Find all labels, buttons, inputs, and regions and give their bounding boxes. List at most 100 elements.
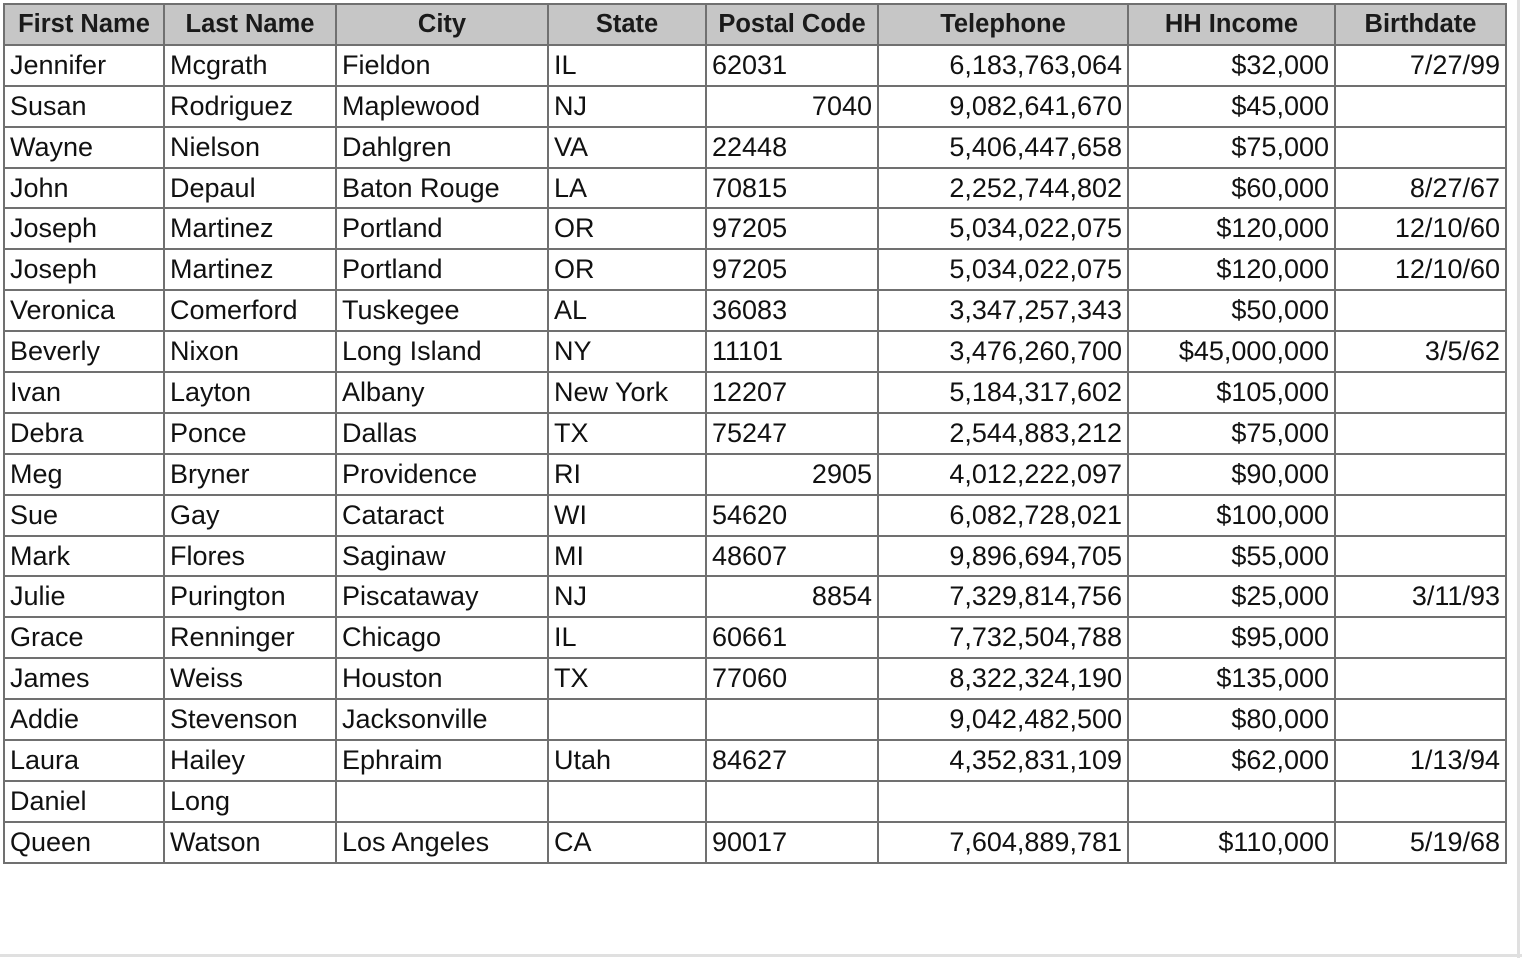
cell-first-name[interactable]: Meg [3,452,165,496]
cell-last-name[interactable]: Long [163,779,337,823]
cell-city[interactable]: Tuskegee [335,289,549,333]
cell-telephone[interactable]: 6,082,728,021 [877,493,1129,537]
cell-hh-income[interactable]: $32,000 [1127,43,1336,87]
cell-telephone[interactable]: 7,604,889,781 [877,820,1129,864]
cell-state[interactable]: New York [547,371,707,414]
cell-postal-code[interactable]: 60661 [705,616,879,660]
cell-hh-income[interactable]: $75,000 [1127,411,1336,455]
cell-first-name[interactable]: Grace [3,616,165,660]
cell-telephone[interactable]: 4,012,222,097 [877,452,1129,496]
cell-telephone[interactable]: 4,352,831,109 [877,739,1129,782]
cell-birthdate[interactable]: 12/10/60 [1334,248,1507,292]
cell-telephone[interactable]: 3,476,260,700 [877,330,1129,374]
cell-last-name[interactable]: Weiss [163,657,337,701]
cell-hh-income[interactable]: $75,000 [1127,125,1336,169]
cell-city[interactable]: Maplewood [335,84,549,128]
cell-last-name[interactable]: Watson [163,820,337,864]
cell-hh-income[interactable]: $95,000 [1127,616,1336,660]
cell-first-name[interactable]: Julie [3,575,165,619]
cell-birthdate[interactable] [1334,289,1507,333]
cell-birthdate[interactable]: 1/13/94 [1334,739,1507,782]
cell-birthdate[interactable]: 7/27/99 [1334,43,1507,87]
cell-state[interactable]: OR [547,207,707,251]
cell-postal-code[interactable]: 8854 [705,575,879,619]
cell-last-name[interactable]: Martinez [163,207,337,251]
cell-last-name[interactable]: Depaul [163,166,337,210]
cell-state[interactable]: NJ [547,84,707,128]
cell-last-name[interactable]: Stevenson [163,698,337,742]
cell-birthdate[interactable] [1334,616,1507,660]
cell-city[interactable]: Cataract [335,493,549,537]
cell-state[interactable]: WI [547,493,707,537]
cell-birthdate[interactable] [1334,125,1507,169]
cell-postal-code[interactable]: 97205 [705,248,879,292]
cell-city[interactable] [335,779,549,823]
cell-state[interactable]: MI [547,534,707,578]
cell-last-name[interactable]: Layton [163,371,337,414]
cell-first-name[interactable]: Debra [3,411,165,455]
cell-birthdate[interactable]: 12/10/60 [1334,207,1507,251]
cell-postal-code[interactable]: 11101 [705,330,879,374]
cell-postal-code[interactable]: 70815 [705,166,879,210]
cell-hh-income[interactable]: $45,000 [1127,84,1336,128]
cell-first-name[interactable]: Ivan [3,371,165,414]
cell-city[interactable]: Los Angeles [335,820,549,864]
cell-birthdate[interactable] [1334,84,1507,128]
cell-last-name[interactable]: Ponce [163,411,337,455]
cell-birthdate[interactable] [1334,493,1507,537]
cell-city[interactable]: Portland [335,207,549,251]
cell-last-name[interactable]: Martinez [163,248,337,292]
cell-state[interactable]: OR [547,248,707,292]
cell-hh-income[interactable]: $90,000 [1127,452,1336,496]
cell-telephone[interactable]: 8,322,324,190 [877,657,1129,701]
cell-birthdate[interactable] [1334,371,1507,414]
cell-hh-income[interactable]: $110,000 [1127,820,1336,864]
column-header-last-name[interactable]: Last Name [163,3,337,46]
column-header-city[interactable]: City [335,3,549,46]
cell-city[interactable]: Houston [335,657,549,701]
cell-last-name[interactable]: Flores [163,534,337,578]
cell-state[interactable]: TX [547,411,707,455]
cell-postal-code[interactable]: 62031 [705,43,879,87]
cell-postal-code[interactable]: 97205 [705,207,879,251]
cell-birthdate[interactable]: 3/11/93 [1334,575,1507,619]
cell-city[interactable]: Albany [335,371,549,414]
cell-postal-code[interactable]: 22448 [705,125,879,169]
cell-state[interactable]: NJ [547,575,707,619]
cell-city[interactable]: Dallas [335,411,549,455]
cell-first-name[interactable]: Jennifer [3,43,165,87]
cell-last-name[interactable]: Comerford [163,289,337,333]
cell-first-name[interactable]: Joseph [3,248,165,292]
cell-birthdate[interactable] [1334,452,1507,496]
cell-first-name[interactable]: Wayne [3,125,165,169]
cell-state[interactable] [547,698,707,742]
cell-city[interactable]: Portland [335,248,549,292]
cell-city[interactable]: Piscataway [335,575,549,619]
cell-first-name[interactable]: Sue [3,493,165,537]
cell-hh-income[interactable]: $55,000 [1127,534,1336,578]
cell-hh-income[interactable]: $62,000 [1127,739,1336,782]
cell-postal-code[interactable]: 2905 [705,452,879,496]
cell-hh-income[interactable] [1127,779,1336,823]
cell-hh-income[interactable]: $105,000 [1127,371,1336,414]
cell-state[interactable]: IL [547,43,707,87]
cell-city[interactable]: Long Island [335,330,549,374]
cell-telephone[interactable]: 2,544,883,212 [877,411,1129,455]
cell-birthdate[interactable] [1334,657,1507,701]
cell-hh-income[interactable]: $120,000 [1127,248,1336,292]
cell-first-name[interactable]: Mark [3,534,165,578]
cell-state[interactable]: Utah [547,739,707,782]
cell-first-name[interactable]: Veronica [3,289,165,333]
cell-state[interactable]: LA [547,166,707,210]
cell-postal-code[interactable]: 84627 [705,739,879,782]
cell-state[interactable]: IL [547,616,707,660]
cell-postal-code[interactable]: 77060 [705,657,879,701]
cell-city[interactable]: Jacksonville [335,698,549,742]
cell-first-name[interactable]: James [3,657,165,701]
cell-birthdate[interactable] [1334,779,1507,823]
cell-hh-income[interactable]: $100,000 [1127,493,1336,537]
column-header-telephone[interactable]: Telephone [877,3,1129,46]
cell-first-name[interactable]: Susan [3,84,165,128]
cell-postal-code[interactable]: 54620 [705,493,879,537]
cell-telephone[interactable]: 7,329,814,756 [877,575,1129,619]
